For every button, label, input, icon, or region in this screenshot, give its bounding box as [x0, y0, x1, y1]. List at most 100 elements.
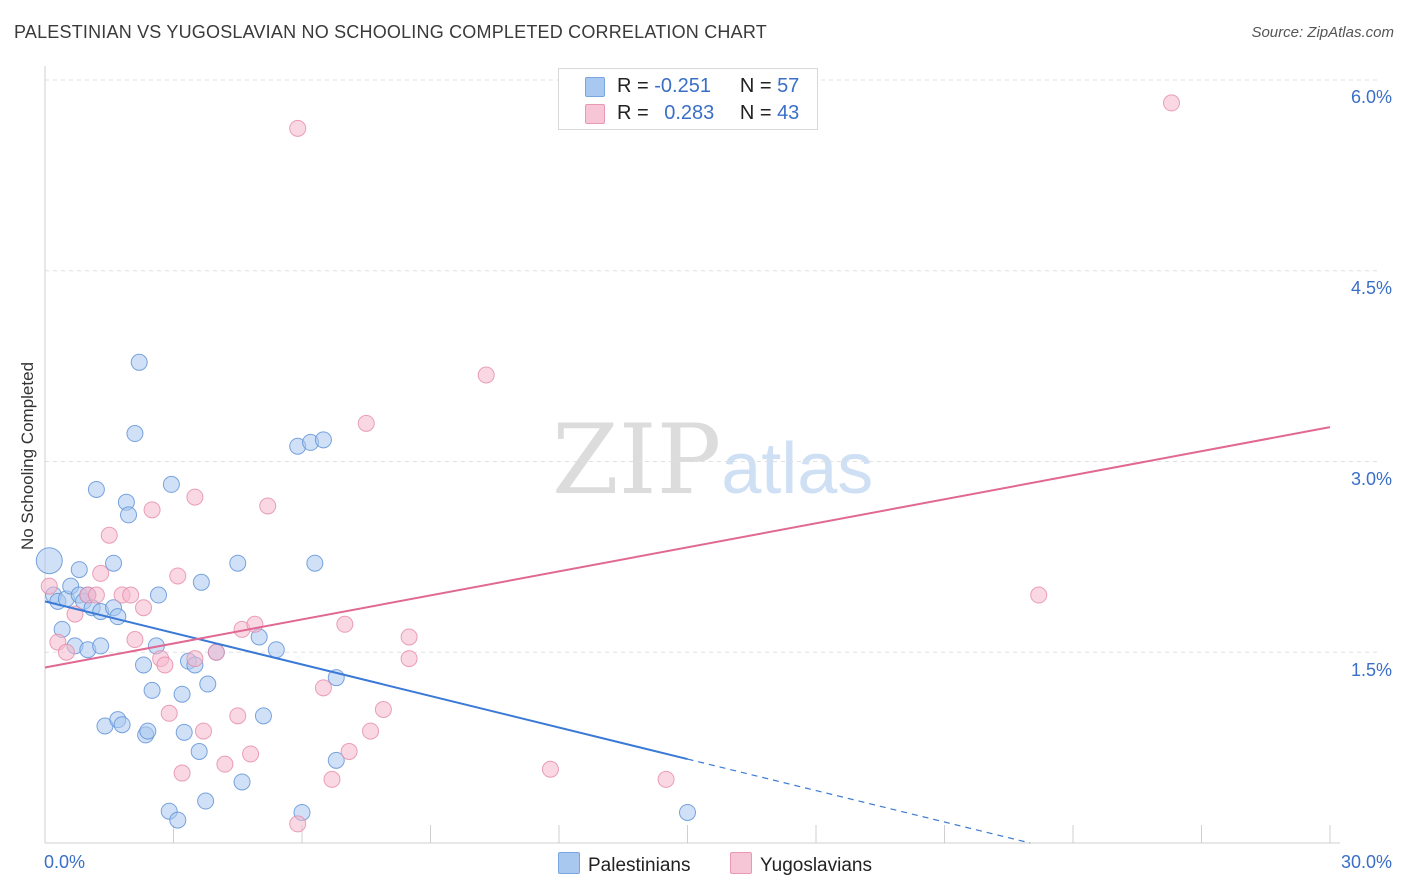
point-yugoslavians	[374, 700, 392, 718]
point-yugoslavians	[541, 760, 559, 778]
point-yugoslavians	[340, 742, 358, 760]
point-yugoslavians	[57, 643, 75, 661]
series-legend-palestinians: Palestinians	[558, 852, 690, 877]
point-palestinians	[190, 742, 208, 760]
legend-swatch-palestinians	[585, 77, 605, 97]
point-palestinians	[126, 425, 144, 443]
legend-row-yugoslavians: R = 0.283 N = 43	[617, 102, 799, 125]
watermark-zip: ZIP	[552, 404, 722, 516]
n-label: N =	[739, 102, 772, 124]
r-label: R =	[617, 102, 649, 124]
point-palestinians	[314, 431, 332, 449]
point-palestinians	[150, 586, 168, 604]
point-palestinians	[162, 475, 180, 493]
legend-label: Palestinians	[588, 855, 691, 876]
point-yugoslavians	[242, 745, 260, 763]
point-yugoslavians	[143, 501, 161, 519]
point-palestinians	[306, 554, 324, 572]
r-value: -0.251	[654, 75, 711, 97]
point-yugoslavians	[169, 567, 187, 585]
point-yugoslavians	[186, 488, 204, 506]
point-palestinians	[87, 480, 105, 498]
point-yugoslavians	[186, 650, 204, 668]
point-yugoslavians	[314, 679, 332, 697]
point-palestinians	[120, 506, 138, 524]
point-yugoslavians	[1030, 586, 1048, 604]
point-palestinians	[105, 554, 123, 572]
point-palestinians	[327, 751, 345, 769]
trendline-yugoslavians	[44, 426, 1331, 669]
point-yugoslavians	[135, 599, 153, 617]
y-tick-label-1-5: 1.5%	[1350, 660, 1392, 680]
trendline-palestinians	[44, 600, 688, 761]
point-yugoslavians	[323, 770, 341, 788]
n-value: 43	[777, 102, 800, 124]
point-yugoslavians	[194, 722, 212, 740]
point-yugoslavians	[229, 707, 247, 725]
point-yugoslavians	[400, 628, 418, 646]
point-yugoslavians	[657, 770, 675, 788]
point-yugoslavians	[87, 586, 105, 604]
chart-title: PALESTINIAN VS YUGOSLAVIAN NO SCHOOLING …	[14, 22, 767, 42]
source-label: Source: ZipAtlas.com	[1251, 24, 1394, 41]
point-palestinians	[70, 561, 88, 579]
trendline-extension-palestinians	[687, 758, 1031, 844]
point-palestinians	[199, 675, 217, 693]
y-tick-label-6: 6.0%	[1350, 87, 1392, 107]
point-palestinians	[109, 608, 127, 626]
point-palestinians	[130, 353, 148, 371]
r-value: 0.283	[664, 102, 715, 124]
y-tick-label-3: 3.0%	[1350, 469, 1392, 489]
point-yugoslavians	[336, 615, 354, 633]
point-palestinians	[679, 803, 696, 821]
point-yugoslavians	[362, 722, 380, 740]
legend-row-palestinians: R = -0.251 N = 57	[617, 75, 799, 98]
point-yugoslavians	[289, 815, 307, 833]
correlation-legend: R = -0.251 N = 57 R = 0.283 N = 43	[558, 68, 818, 130]
point-palestinians	[135, 656, 153, 674]
n-label: N =	[739, 75, 772, 97]
point-palestinians	[169, 811, 187, 829]
point-yugoslavians	[122, 586, 140, 604]
point-yugoslavians	[207, 643, 225, 661]
legend-label: Yugoslavians	[760, 855, 872, 876]
point-yugoslavians	[289, 119, 307, 137]
point-yugoslavians	[100, 526, 118, 544]
point-palestinians	[113, 716, 131, 734]
point-yugoslavians	[259, 497, 277, 515]
point-yugoslavians	[160, 704, 178, 722]
point-palestinians	[139, 722, 157, 740]
point-yugoslavians	[173, 764, 191, 782]
watermark-atlas: atlas	[721, 429, 874, 509]
series-legend-yugoslavians: Yugoslavians	[730, 852, 872, 877]
legend-swatch	[730, 852, 752, 874]
point-palestinians	[197, 792, 215, 810]
watermark: ZIPatlas	[552, 404, 873, 516]
point-palestinians	[254, 707, 272, 725]
x-tick-label-min: 0.0%	[44, 852, 86, 872]
point-yugoslavians	[216, 755, 234, 773]
point-palestinians	[175, 723, 193, 741]
point-palestinians	[173, 685, 191, 703]
point-yugoslavians	[126, 631, 144, 649]
r-label: R =	[617, 75, 649, 97]
point-palestinians	[267, 641, 285, 659]
point-palestinians	[233, 773, 251, 791]
point-yugoslavians	[357, 414, 375, 432]
n-value: 57	[777, 75, 800, 97]
point-yugoslavians	[92, 564, 110, 582]
point-palestinians	[192, 573, 210, 591]
point-yugoslavians	[156, 656, 174, 674]
point-yugoslavians	[40, 577, 58, 595]
point-yugoslavians	[400, 650, 418, 668]
legend-swatch	[558, 852, 580, 874]
point-palestinians	[143, 681, 161, 699]
legend-swatch-yugoslavians	[585, 104, 605, 124]
point-palestinians	[35, 547, 63, 575]
point-yugoslavians	[1163, 94, 1181, 112]
point-palestinians	[92, 637, 110, 655]
point-yugoslavians	[477, 366, 495, 384]
x-tick-label-max: 30.0%	[1340, 852, 1392, 872]
y-tick-label-4-5: 4.5%	[1350, 278, 1392, 298]
